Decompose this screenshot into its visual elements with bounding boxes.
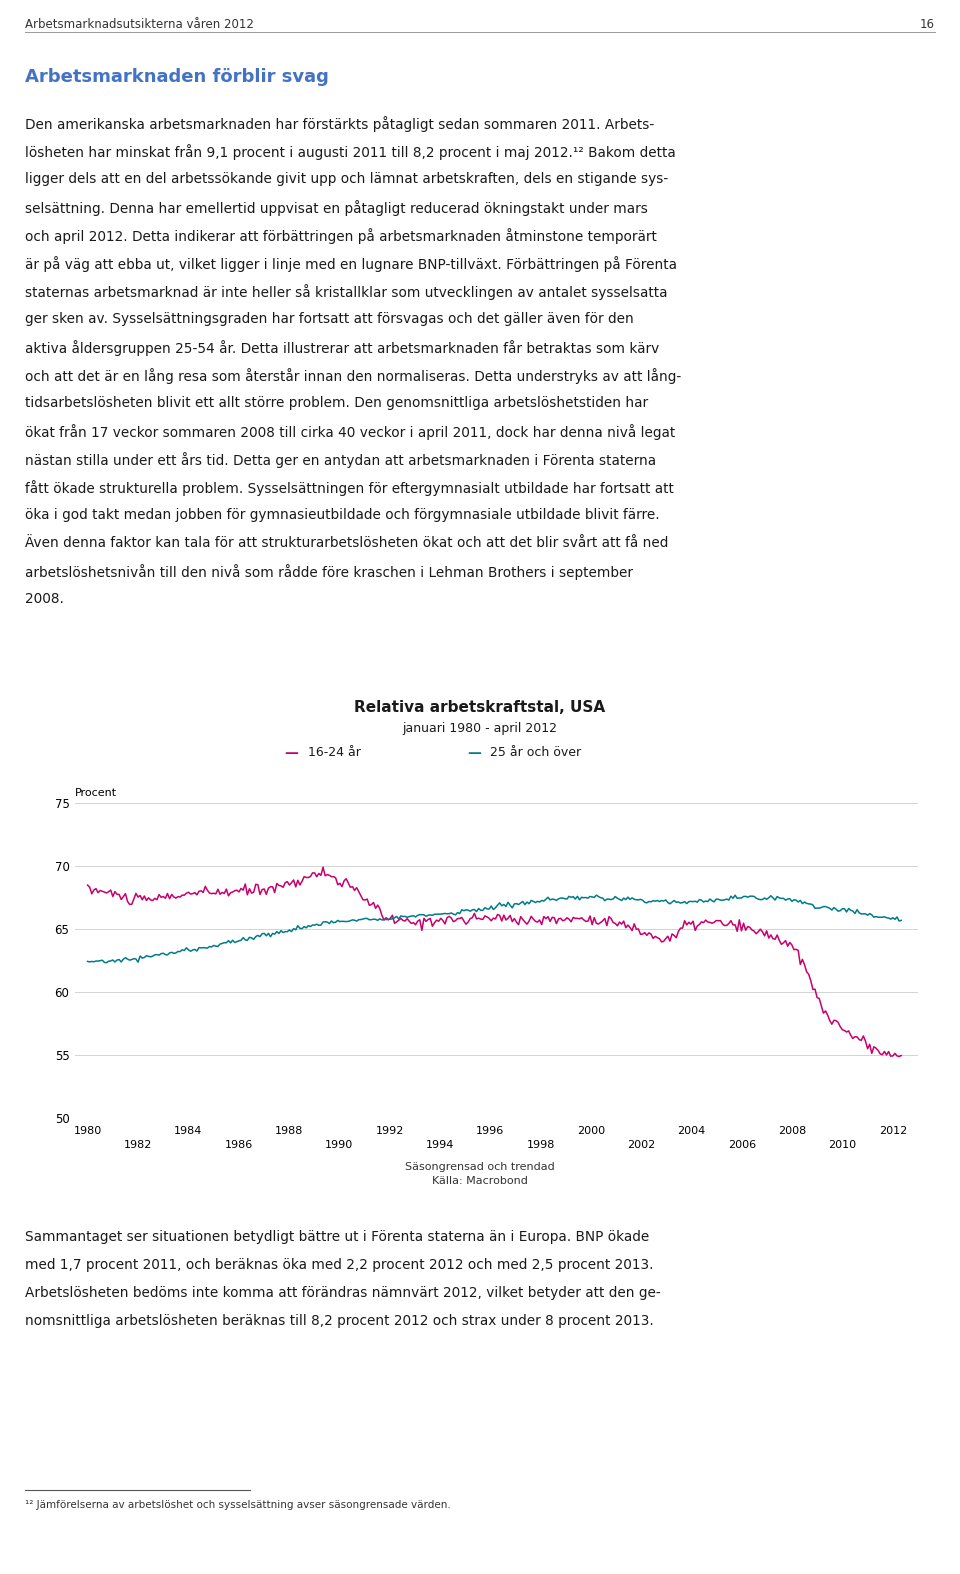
Text: Även denna faktor kan tala för att strukturarbetslösheten ökat och att det blir : Även denna faktor kan tala för att struk…: [25, 537, 668, 549]
Text: 2006: 2006: [728, 1140, 756, 1151]
Text: 1994: 1994: [425, 1140, 454, 1151]
Text: 16: 16: [920, 17, 935, 31]
Text: 1996: 1996: [476, 1125, 504, 1136]
Text: Källa: Macrobond: Källa: Macrobond: [432, 1176, 528, 1185]
Text: och april 2012. Detta indikerar att förbättringen på arbetsmarknaden åtminstone : och april 2012. Detta indikerar att förb…: [25, 228, 657, 244]
Text: arbetslöshetsnivån till den nivå som rådde före kraschen i Lehman Brothers i sep: arbetslöshetsnivån till den nivå som råd…: [25, 563, 633, 579]
Text: 1986: 1986: [225, 1140, 252, 1151]
Text: 1984: 1984: [174, 1125, 203, 1136]
Text: 2010: 2010: [828, 1140, 856, 1151]
Text: 25 år och över: 25 år och över: [490, 746, 581, 759]
Text: är på väg att ebba ut, vilket ligger i linje med en lugnare BNP-tillväxt. Förbät: är på väg att ebba ut, vilket ligger i l…: [25, 257, 677, 272]
Text: fått ökade strukturella problem. Sysselsättningen för eftergymnasialt utbildade : fått ökade strukturella problem. Syssels…: [25, 480, 674, 496]
Text: 1990: 1990: [325, 1140, 353, 1151]
Text: Procent: Procent: [75, 789, 117, 798]
Text: 1980: 1980: [74, 1125, 102, 1136]
Text: 1988: 1988: [275, 1125, 303, 1136]
Text: öka i god takt medan jobben för gymnasieutbildade och förgymnasiale utbildade bl: öka i god takt medan jobben för gymnasie…: [25, 508, 660, 523]
Text: —: —: [285, 746, 303, 760]
Text: aktiva åldersgruppen 25-54 år. Detta illustrerar att arbetsmarknaden får betrakt: aktiva åldersgruppen 25-54 år. Detta ill…: [25, 340, 660, 356]
Text: och att det är en lång resa som återstår innan den normaliseras. Detta understry: och att det är en lång resa som återstår…: [25, 368, 682, 384]
Text: Den amerikanska arbetsmarknaden har förstärkts påtagligt sedan sommaren 2011. Ar: Den amerikanska arbetsmarknaden har förs…: [25, 116, 655, 132]
Text: ligger dels att en del arbetssökande givit upp och lämnat arbetskraften, dels en: ligger dels att en del arbetssökande giv…: [25, 172, 668, 186]
Text: 1992: 1992: [375, 1125, 404, 1136]
Text: Arbetslösheten bedöms inte komma att förändras nämnvärt 2012, vilket betyder att: Arbetslösheten bedöms inte komma att för…: [25, 1286, 660, 1300]
Text: 1998: 1998: [526, 1140, 555, 1151]
Text: ¹² Jämförelserna av arbetslöshet och sysselsättning avser säsongrensade värden.: ¹² Jämförelserna av arbetslöshet och sys…: [25, 1500, 451, 1509]
Text: med 1,7 procent 2011, och beräknas öka med 2,2 procent 2012 och med 2,5 procent : med 1,7 procent 2011, och beräknas öka m…: [25, 1258, 654, 1272]
Text: lösheten har minskat från 9,1 procent i augusti 2011 till 8,2 procent i maj 2012: lösheten har minskat från 9,1 procent i …: [25, 143, 676, 161]
Text: 2000: 2000: [577, 1125, 605, 1136]
Text: 2004: 2004: [678, 1125, 706, 1136]
Text: selsättning. Denna har emellertid uppvisat en påtagligt reducerad ökningstakt un: selsättning. Denna har emellertid uppvis…: [25, 200, 648, 216]
Text: staternas arbetsmarknad är inte heller så kristallklar som utvecklingen av antal: staternas arbetsmarknad är inte heller s…: [25, 283, 667, 301]
Text: Sammantaget ser situationen betydligt bättre ut i Förenta staterna än i Europa. : Sammantaget ser situationen betydligt bä…: [25, 1229, 649, 1243]
Text: tidsarbetslösheten blivit ett allt större problem. Den genomsnittliga arbetslösh: tidsarbetslösheten blivit ett allt störr…: [25, 397, 648, 409]
Text: Arbetsmarknaden förblir svag: Arbetsmarknaden förblir svag: [25, 68, 329, 87]
Text: 2008: 2008: [778, 1125, 806, 1136]
Text: ökat från 17 veckor sommaren 2008 till cirka 40 veckor i april 2011, dock har de: ökat från 17 veckor sommaren 2008 till c…: [25, 423, 675, 441]
Text: januari 1980 - april 2012: januari 1980 - april 2012: [402, 722, 558, 735]
Text: 16-24 år: 16-24 år: [308, 746, 361, 759]
Text: nomsnittliga arbetslösheten beräknas till 8,2 procent 2012 och strax under 8 pro: nomsnittliga arbetslösheten beräknas til…: [25, 1314, 654, 1328]
Text: 2008.: 2008.: [25, 592, 64, 606]
Text: 1982: 1982: [124, 1140, 152, 1151]
Text: 2012: 2012: [878, 1125, 907, 1136]
Text: nästan stilla under ett års tid. Detta ger en antydan att arbetsmarknaden i Före: nästan stilla under ett års tid. Detta g…: [25, 452, 656, 467]
Text: ger sken av. Sysselsättningsgraden har fortsatt att försvagas och det gäller äve: ger sken av. Sysselsättningsgraden har f…: [25, 312, 634, 326]
Text: Relativa arbetskraftstal, USA: Relativa arbetskraftstal, USA: [354, 700, 606, 715]
Text: 2002: 2002: [627, 1140, 656, 1151]
Text: Arbetsmarknadsutsikterna våren 2012: Arbetsmarknadsutsikterna våren 2012: [25, 17, 253, 31]
Text: Säsongrensad och trendad: Säsongrensad och trendad: [405, 1162, 555, 1173]
Text: —: —: [468, 746, 487, 760]
